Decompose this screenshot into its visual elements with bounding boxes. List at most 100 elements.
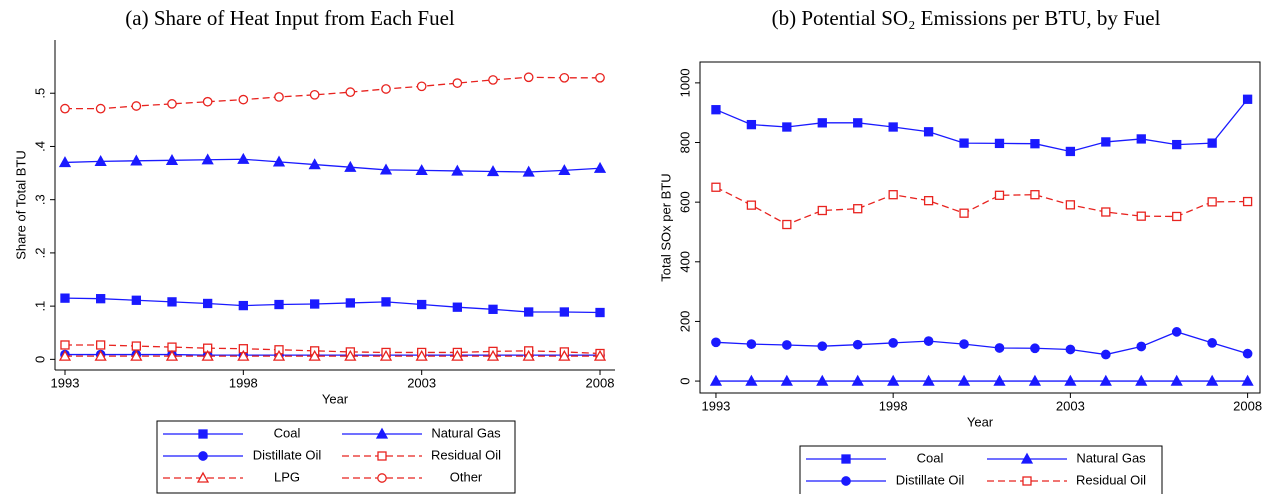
legend-box [156, 420, 516, 494]
x-axis-label: Year [967, 414, 994, 429]
data-point [131, 295, 141, 305]
data-point [1242, 196, 1253, 207]
data-point [1100, 349, 1111, 360]
data-point [782, 219, 792, 230]
data-point [1172, 139, 1182, 150]
data-point [782, 122, 792, 132]
x-tick-label: 2003 [407, 375, 436, 390]
data-point [167, 297, 177, 307]
data-point [58, 156, 72, 168]
data-point [415, 164, 428, 176]
y-tick-label: .3 [32, 194, 47, 205]
x-axis-label: Year [322, 391, 349, 406]
data-point [95, 103, 106, 114]
data-point [595, 307, 605, 318]
data-point [1030, 190, 1040, 200]
data-point [1136, 341, 1147, 352]
series-line [64, 297, 601, 314]
data-point [1136, 134, 1146, 144]
data-point [486, 349, 500, 361]
x-tick-label: 1998 [879, 398, 908, 413]
legend-marker [1022, 476, 1032, 486]
y-tick-label: .5 [32, 88, 47, 99]
legend-label: Distillate Oil [253, 447, 322, 462]
data-point [238, 300, 248, 311]
data-point [523, 72, 534, 83]
series-line [715, 186, 1248, 226]
data-point [237, 152, 250, 164]
data-point [308, 349, 321, 361]
legend-label: Coal [917, 450, 944, 465]
data-point [1065, 344, 1076, 355]
y-tick-label: 1000 [677, 68, 692, 97]
data-point [1135, 374, 1148, 386]
data-point [746, 200, 757, 210]
data-point [711, 337, 721, 348]
y-tick-label: 0 [677, 377, 692, 384]
data-point [888, 338, 899, 348]
legend-marker [198, 451, 208, 461]
data-point [1242, 348, 1253, 359]
x-tick-label: 2008 [1233, 398, 1262, 413]
data-point [1170, 374, 1183, 386]
series-line [64, 353, 601, 356]
data-point [130, 154, 143, 166]
y-tick-label: .4 [32, 141, 47, 152]
data-point [957, 374, 971, 386]
data-point [130, 349, 143, 361]
data-point [452, 302, 462, 312]
data-point [1028, 374, 1042, 386]
data-point [272, 349, 286, 361]
y-tick-label: 800 [677, 132, 692, 154]
data-point [1136, 211, 1146, 221]
data-point [96, 340, 106, 350]
data-point [559, 307, 570, 317]
series-line [715, 98, 1249, 153]
legend-label: Residual Oil [431, 447, 501, 462]
data-point [1101, 137, 1111, 147]
data-point [1065, 146, 1076, 157]
data-point [94, 155, 107, 167]
legend-label: Residual Oil [1076, 472, 1146, 487]
data-point [780, 374, 793, 386]
legend-marker [841, 476, 851, 486]
data-point [58, 349, 72, 361]
data-point [60, 293, 70, 303]
data-point [994, 343, 1005, 353]
data-point [165, 153, 179, 165]
legend: Coal Natural Gas Distillate Oil Residual Oi… [156, 420, 516, 494]
legend-marker [196, 471, 210, 483]
data-point [1207, 338, 1218, 348]
plot-frame [699, 61, 1261, 394]
data-point [888, 190, 898, 200]
y-tick-label: .2 [32, 247, 47, 258]
data-point [746, 119, 757, 130]
legend-label: Coal [274, 425, 301, 440]
data-point [1171, 327, 1182, 337]
data-point [1206, 374, 1219, 386]
y-tick-label: 200 [677, 311, 692, 333]
data-point [488, 75, 498, 85]
chart-title: (b) Potential SO₂ Emissions per BTU, by … [772, 6, 1161, 30]
data-point [959, 339, 969, 349]
data-point [711, 105, 721, 115]
data-point [237, 349, 250, 361]
data-point [522, 165, 535, 177]
data-point [417, 299, 427, 310]
chart-title: (a) Share of Heat Input from Each Fuel [125, 6, 455, 30]
data-point [595, 72, 605, 83]
data-point [416, 81, 427, 92]
legend-label: Distillate Oil [896, 472, 965, 487]
data-point [745, 374, 758, 386]
data-point [1099, 374, 1112, 386]
data-point [524, 307, 534, 317]
data-point [415, 349, 428, 361]
data-point [167, 99, 177, 109]
y-tick-label: .1 [32, 301, 47, 312]
data-point [1172, 211, 1182, 222]
data-point [852, 339, 863, 350]
data-point [887, 374, 900, 386]
data-point [274, 299, 284, 310]
data-point [96, 294, 106, 304]
data-point [165, 349, 179, 361]
